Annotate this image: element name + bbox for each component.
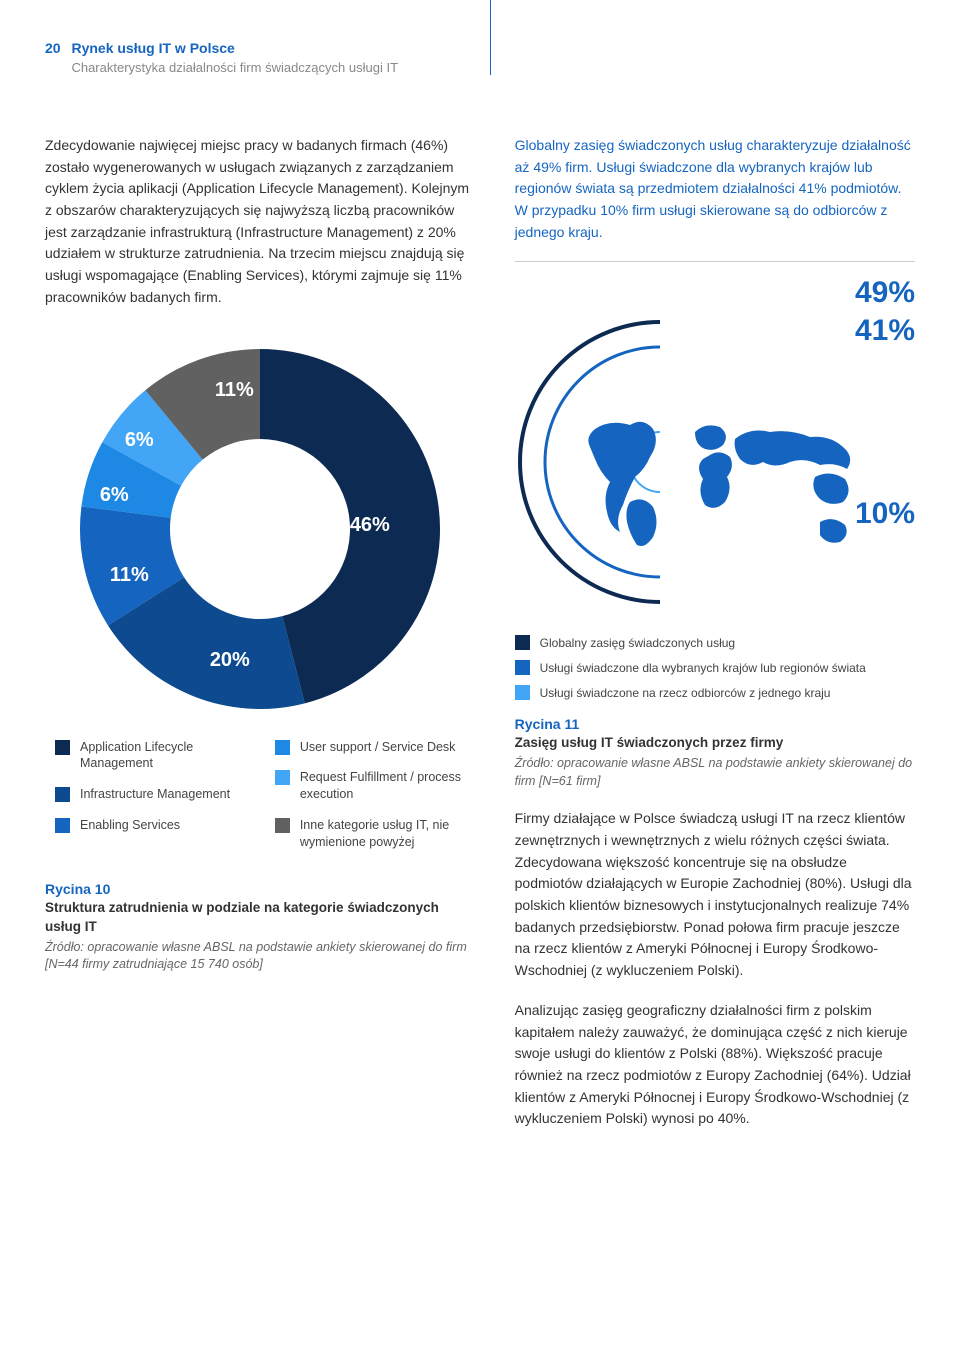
legend-item: Request Fulfillment / process execution — [275, 769, 465, 803]
donut-slice-label: 6% — [125, 429, 154, 452]
legend-label: User support / Service Desk — [300, 739, 456, 756]
world-map-icon — [575, 407, 865, 557]
legend-color-box — [515, 660, 530, 675]
legend-label: Request Fulfillment / process execution — [300, 769, 465, 803]
legend-label: Usługi świadczone na rzecz odbiorców z j… — [540, 686, 831, 700]
figure-10-source: Źródło: opracowanie własne ABSL na podst… — [45, 939, 475, 974]
figure-10-label: Rycina 10 — [45, 881, 475, 897]
left-paragraph: Zdecydowanie najwięcej miejsc pracy w ba… — [45, 135, 475, 309]
legend-item: Infrastructure Management — [55, 786, 245, 803]
legend-label: Infrastructure Management — [80, 786, 230, 803]
donut-slice-label: 6% — [100, 484, 129, 507]
page-top-marker — [490, 0, 491, 75]
page-header: Rynek usług IT w Polsce Charakterystyka … — [71, 40, 398, 75]
legend-col-left: Application Lifecycle Management Infrastr… — [55, 739, 245, 865]
reach-legend-item: Usługi świadczone na rzecz odbiorców z j… — [515, 685, 915, 700]
left-column: Zdecydowanie najwięcej miejsc pracy w ba… — [45, 135, 475, 1130]
legend-item: Inne kategorie usług IT, nie wymienione … — [275, 817, 465, 851]
legend-item: Application Lifecycle Management — [55, 739, 245, 773]
stat-10: 10% — [855, 497, 915, 531]
legend-color-box — [275, 818, 290, 833]
donut-slice-label: 11% — [110, 564, 149, 587]
donut-slice-label: 20% — [210, 649, 250, 672]
reach-legend-item: Usługi świadczone dla wybranych krajów l… — [515, 660, 915, 675]
donut-slice-label: 11% — [215, 379, 254, 402]
legend-color-box — [515, 685, 530, 700]
donut-svg — [70, 339, 450, 719]
figure-10-title: Struktura zatrudnienia w podziale na kat… — [45, 899, 475, 937]
donut-legend: Application Lifecycle Management Infrastr… — [45, 739, 475, 865]
right-body-2: Analizując zasięg geograficzny działalno… — [515, 1000, 915, 1130]
legend-color-box — [515, 635, 530, 650]
legend-item: Enabling Services — [55, 817, 245, 834]
legend-color-box — [55, 818, 70, 833]
legend-item: User support / Service Desk — [275, 739, 465, 756]
reach-legend-item: Globalny zasięg świadczonych usług — [515, 635, 915, 650]
stat-49: 49% — [515, 274, 915, 312]
right-blue-paragraph: Globalny zasięg świadczonych usług chara… — [515, 135, 915, 243]
figure-11-source: Źródło: opracowanie własne ABSL na podst… — [515, 755, 915, 790]
reach-legend: Globalny zasięg świadczonych usług Usługi… — [515, 635, 915, 700]
right-body-1: Firmy działające w Polsce świadczą usług… — [515, 808, 915, 982]
donut-slice-label: 46% — [350, 514, 390, 537]
legend-label: Usługi świadczone dla wybranych krajów l… — [540, 661, 866, 675]
page-title: Rynek usług IT w Polsce — [71, 40, 398, 56]
legend-label: Application Lifecycle Management — [80, 739, 245, 773]
figure-11-label: Rycina 11 — [515, 716, 915, 732]
page-subtitle: Charakterystyka działalności firm świadc… — [71, 60, 398, 75]
legend-label: Inne kategorie usług IT, nie wymienione … — [300, 817, 465, 851]
legend-label: Enabling Services — [80, 817, 180, 834]
right-column: Globalny zasięg świadczonych usług chara… — [515, 135, 915, 1130]
legend-col-right: User support / Service Desk Request Fulfi… — [275, 739, 465, 865]
legend-color-box — [55, 787, 70, 802]
legend-label: Globalny zasięg świadczonych usług — [540, 636, 735, 650]
globe-chart: 10% — [515, 357, 915, 607]
legend-color-box — [275, 770, 290, 785]
legend-color-box — [55, 740, 70, 755]
content-columns: Zdecydowanie najwięcej miejsc pracy w ba… — [45, 135, 915, 1130]
divider — [515, 261, 915, 262]
page-number: 20 — [45, 40, 67, 56]
donut-chart: 46% 20% 11% 6% 6% 11% — [70, 339, 450, 719]
figure-11-title: Zasięg usług IT świadczonych przez firmy — [515, 734, 915, 753]
legend-color-box — [275, 740, 290, 755]
